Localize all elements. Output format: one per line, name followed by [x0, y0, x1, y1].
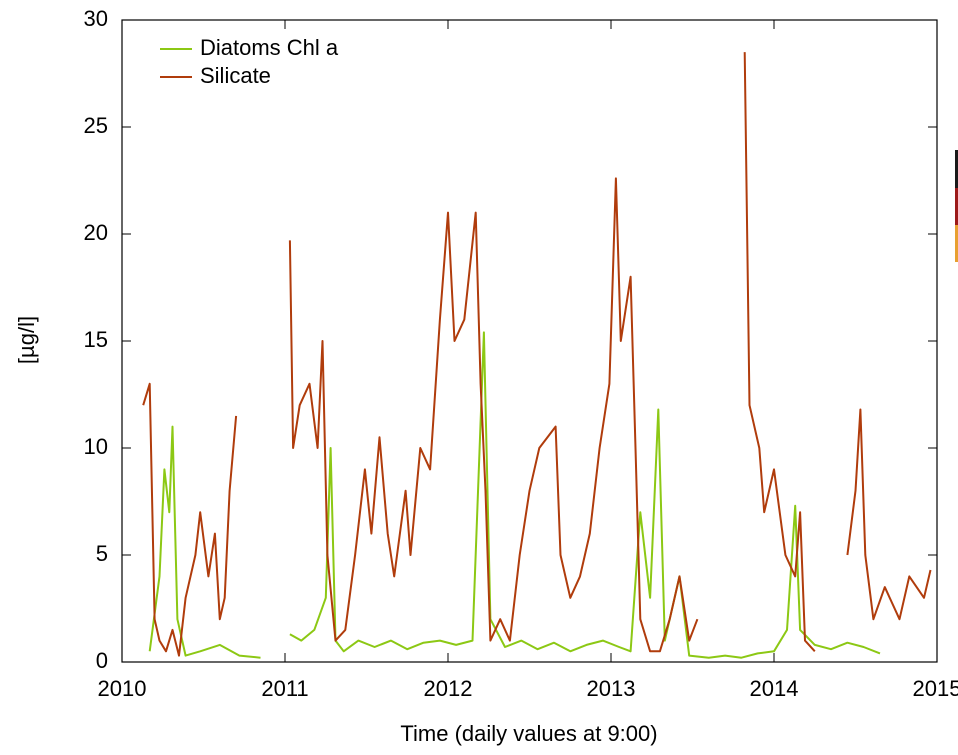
y-tick-label: 0: [96, 648, 108, 673]
y-tick-label: 5: [96, 541, 108, 566]
x-tick-label: 2012: [424, 676, 473, 701]
x-axis-label: Time (daily values at 9:00): [400, 721, 657, 746]
y-tick-label: 30: [84, 6, 108, 31]
logo-stripe: [955, 188, 958, 225]
legend-label: Diatoms Chl a: [200, 35, 339, 60]
x-tick-label: 2013: [587, 676, 636, 701]
x-tick-label: 2010: [98, 676, 147, 701]
legend-label: Silicate: [200, 63, 271, 88]
x-tick-label: 2015: [913, 676, 958, 701]
y-axis-label: [µg/l]: [14, 316, 39, 364]
y-tick-label: 20: [84, 220, 108, 245]
plot-frame: [121, 19, 938, 663]
logo-stripe: [955, 225, 958, 262]
logo-stripe: [955, 150, 958, 188]
x-tick-label: 2011: [261, 676, 308, 701]
y-tick-label: 10: [84, 434, 108, 459]
y-tick-label: 25: [84, 113, 108, 138]
y-tick-label: 15: [84, 327, 108, 352]
series-line: [142, 52, 932, 657]
series-line: [148, 331, 881, 659]
x-tick-label: 2014: [750, 676, 799, 701]
